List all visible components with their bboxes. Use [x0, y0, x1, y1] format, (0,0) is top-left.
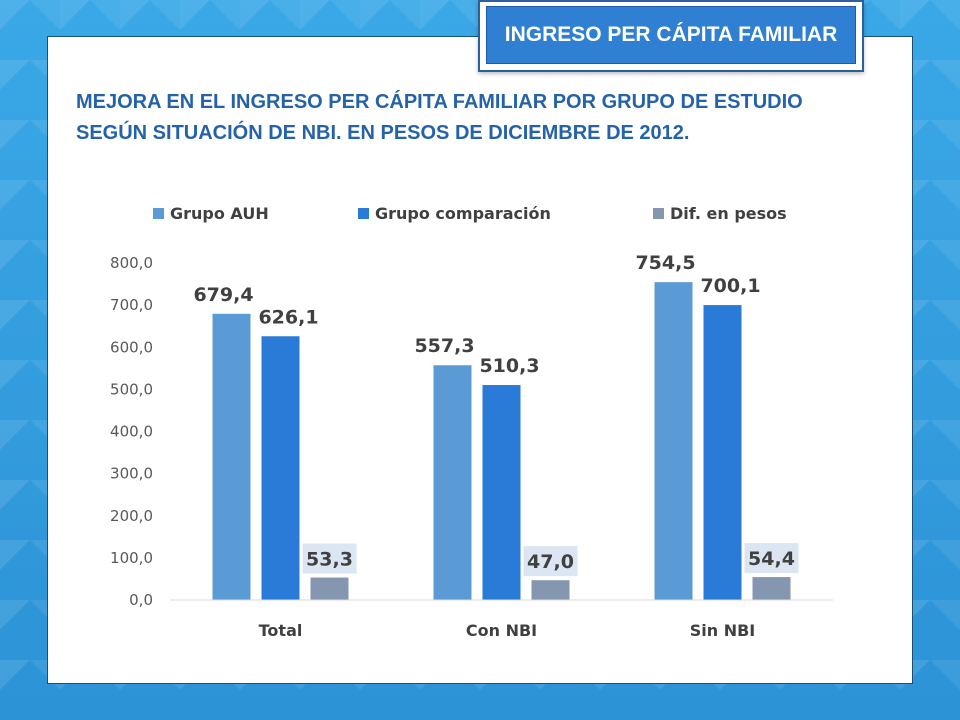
chart-legend: Grupo AUH Grupo comparación Dif. en pesos: [153, 204, 787, 223]
bar-1-0: [261, 336, 300, 600]
bar-2-1: [531, 580, 570, 600]
y-tick-label: 700,0: [110, 296, 153, 314]
data-label-box: [523, 546, 578, 577]
data-label: 53,3: [306, 549, 353, 571]
y-tick-label: 400,0: [110, 423, 153, 441]
chart-subtitle: MEJORA EN EL INGRESO PER CÁPITA FAMILIAR…: [76, 87, 896, 149]
bar-2-2: [752, 577, 791, 600]
content-panel: [47, 36, 913, 684]
bar-0-1: [433, 365, 472, 600]
data-label-box: [302, 543, 357, 574]
legend-label-1: Grupo comparación: [375, 204, 551, 223]
y-tick-label: 500,0: [110, 380, 153, 398]
bar-1-2: [703, 305, 742, 600]
data-label: 754,5: [635, 252, 695, 274]
legend-swatch-1: [358, 208, 369, 219]
data-label: 626,1: [258, 306, 318, 328]
y-tick-label: 300,0: [110, 465, 153, 483]
bar-0-2: [654, 282, 693, 600]
bar-0-0: [212, 313, 251, 600]
legend-swatch-0: [153, 208, 164, 219]
legend-label-0: Grupo AUH: [170, 204, 269, 223]
legend-swatch-2: [653, 208, 664, 219]
y-tick-label: 0,0: [129, 591, 153, 609]
title-tab-fill: INGRESO PER CÁPITA FAMILIAR: [486, 6, 856, 64]
data-label: 54,4: [748, 548, 795, 570]
y-tick-label: 600,0: [110, 338, 153, 356]
data-label-box: [744, 543, 799, 574]
data-label: 557,3: [414, 335, 474, 357]
data-label: 47,0: [527, 551, 574, 573]
y-axis: 0,0 100,0 200,0 300,0 400,0 500,0 600,0 700,0 80…: [110, 254, 153, 609]
bar-1-1: [482, 385, 521, 600]
data-label: 510,3: [479, 355, 539, 377]
bar-2-0: [310, 577, 349, 600]
data-label: 679,4: [193, 284, 253, 306]
subtitle-line-1: MEJORA EN EL INGRESO PER CÁPITA FAMILIAR…: [76, 91, 803, 113]
y-tick-label: 200,0: [110, 507, 153, 525]
subtitle-line-2: SEGÚN SITUACIÓN DE NBI. EN PESOS DE DICI…: [76, 122, 690, 144]
legend-label-2: Dif. en pesos: [670, 204, 787, 223]
y-tick-label: 800,0: [110, 254, 153, 272]
y-tick-label: 100,0: [110, 549, 153, 567]
x-tick-label: Con NBI: [466, 621, 537, 640]
title-tab: INGRESO PER CÁPITA FAMILIAR: [478, 0, 864, 72]
data-label: 700,1: [700, 275, 760, 297]
tab-title: INGRESO PER CÁPITA FAMILIAR: [504, 23, 838, 46]
x-axis: Total Con NBI Sin NBI: [170, 599, 833, 640]
x-tick-label: Total: [259, 621, 303, 640]
x-tick-label: Sin NBI: [690, 621, 756, 640]
